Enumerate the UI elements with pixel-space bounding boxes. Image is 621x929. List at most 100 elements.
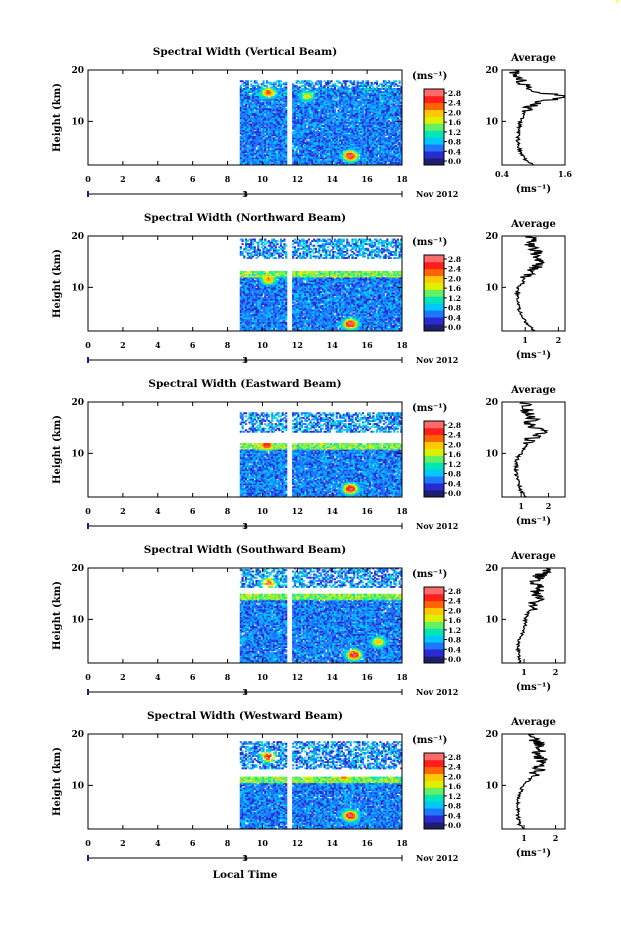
heatmap-cell	[251, 135, 255, 138]
heatmap-cell	[285, 143, 288, 146]
heatmap-cell	[258, 95, 262, 98]
heatmap-cell	[349, 135, 352, 138]
heatmap-cell	[320, 123, 323, 126]
heatmap-cell	[307, 100, 310, 103]
heatmap-cell	[368, 118, 371, 121]
heatmap-cell	[276, 95, 279, 98]
heatmap-cell	[349, 151, 352, 154]
heatmap-cell	[333, 148, 337, 150]
heatmap-cell	[285, 154, 288, 157]
heatmap-cell	[330, 109, 333, 112]
heatmap-cell	[285, 132, 288, 135]
heatmap-cell	[264, 135, 267, 138]
heatmap-cell	[351, 97, 354, 100]
heatmap-cell	[318, 91, 321, 93]
heatmap-cell	[325, 100, 328, 103]
heatmap-cell	[314, 163, 317, 166]
heatmap-cell	[313, 114, 316, 117]
heatmap-cell	[269, 95, 272, 98]
heatmap-cell	[367, 158, 370, 161]
heatmap-cell	[239, 104, 242, 107]
heatmap-cell	[325, 140, 328, 143]
heatmap-cell	[314, 120, 317, 123]
heatmap-cell	[272, 108, 276, 110]
heatmap-cell	[245, 83, 248, 86]
heatmap-cell	[354, 152, 358, 155]
heatmap-cell	[321, 148, 324, 150]
heatmap-cell	[314, 101, 317, 104]
heatmap-cell	[377, 106, 380, 109]
heatmap-cell	[271, 87, 274, 90]
heatmap-cell	[309, 101, 312, 104]
heatmap-cell	[253, 118, 256, 121]
heatmap-cell	[379, 103, 382, 106]
heatmap-cell	[278, 154, 281, 157]
heatmap-cell	[351, 101, 354, 104]
corner-marker	[616, 0, 619, 3]
heatmap-cell	[365, 112, 368, 115]
colorbar-swatch	[424, 89, 444, 97]
heatmap-cell	[260, 104, 263, 107]
heatmap-cell	[293, 112, 296, 115]
heatmap-cell	[297, 101, 300, 104]
heatmap-cell	[326, 97, 330, 100]
heatmap-cell	[246, 161, 249, 164]
heatmap-cell	[262, 143, 265, 146]
heatmap-cell	[260, 106, 263, 109]
heatmap-cell	[245, 134, 248, 137]
heatmap-cell	[255, 140, 258, 143]
heatmap-cell	[262, 80, 265, 83]
heatmap-cell	[293, 91, 296, 93]
heatmap-cell	[339, 138, 342, 141]
heatmap-cell	[358, 137, 361, 140]
heatmap-cell	[302, 134, 305, 137]
heatmap-cell	[311, 101, 314, 104]
heatmap-cell	[281, 95, 284, 98]
heatmap-cell	[246, 143, 249, 146]
heatmap-cell	[346, 95, 349, 98]
heatmap-cell	[265, 115, 269, 118]
heatmap-cell	[264, 98, 267, 101]
heatmap-cell	[257, 152, 260, 155]
heatmap-cell	[302, 154, 305, 157]
heatmap-cell	[360, 161, 363, 164]
heatmap-cell	[351, 160, 354, 163]
heatmap-cell	[241, 141, 244, 144]
heatmap-cell	[326, 83, 330, 86]
heatmap-cell	[293, 89, 296, 92]
heatmap-cell	[292, 103, 295, 106]
heatmap-cell	[267, 143, 270, 146]
heatmap-cell	[281, 163, 284, 166]
heatmap-cell	[309, 140, 312, 143]
heatmap-cell	[368, 163, 371, 166]
heatmap-cell	[309, 109, 312, 112]
heatmap-cell	[248, 104, 251, 107]
heatmap-cell	[307, 111, 310, 114]
heatmap-cell	[250, 111, 253, 114]
heatmap-cell	[276, 121, 279, 124]
heatmap-cell	[370, 108, 373, 110]
heatmap-cell	[297, 138, 300, 141]
heatmap-cell	[365, 108, 368, 110]
heatmap-cell	[361, 124, 365, 127]
heatmap-cell	[279, 152, 283, 155]
heatmap-cell	[367, 91, 370, 93]
heatmap-cell	[375, 91, 378, 93]
heatmap-cell	[272, 129, 276, 132]
heatmap-cell	[279, 135, 283, 138]
heatmap-cell	[325, 154, 328, 157]
heatmap-cell	[372, 138, 375, 141]
heatmap-cell	[250, 149, 253, 152]
heatmap-cell	[313, 98, 316, 101]
heatmap-cell	[276, 132, 279, 135]
heatmap-cell	[267, 112, 270, 115]
heatmap-cell	[274, 126, 277, 129]
heatmap-cell	[309, 112, 312, 115]
heatmap-cell	[297, 157, 300, 160]
heatmap-cell	[300, 161, 303, 164]
heatmap-cell	[264, 106, 267, 109]
heatmap-cell	[300, 158, 303, 161]
heatmap-cell	[325, 109, 328, 112]
heatmap-cell	[300, 160, 303, 163]
heatmap-cell	[321, 97, 324, 100]
